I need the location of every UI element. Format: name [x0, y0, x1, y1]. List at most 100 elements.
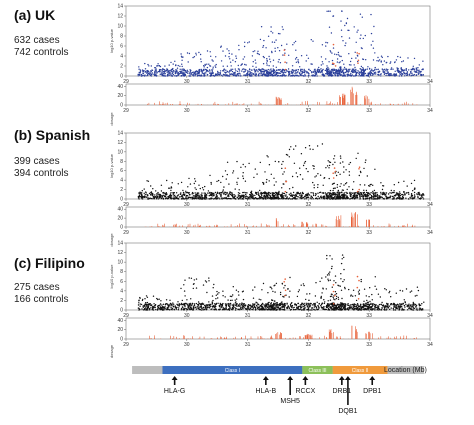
data-point: [345, 182, 348, 184]
data-point: [297, 302, 300, 305]
data-point: [257, 191, 259, 193]
data-point: [327, 73, 330, 75]
data-point: [180, 53, 182, 55]
data-point: [262, 63, 265, 65]
data-point: [185, 308, 188, 310]
data-point: [331, 192, 334, 194]
data-point: [387, 193, 390, 195]
data-point: [313, 184, 315, 186]
data-point: [163, 306, 166, 309]
data-point: [251, 305, 254, 308]
data-point: [349, 68, 351, 71]
data-point: [139, 73, 141, 75]
data-point: [272, 65, 274, 67]
data-point: [301, 70, 304, 73]
data-point: [210, 72, 212, 74]
data-point: [291, 65, 294, 67]
data-point: [371, 74, 374, 76]
data-point: [411, 196, 413, 198]
data-point: [237, 74, 239, 76]
data-point: [257, 193, 259, 195]
data-point: [297, 196, 299, 198]
data-point: [307, 75, 309, 77]
data-point: [208, 280, 210, 282]
data-point: [251, 55, 254, 57]
data-point: [274, 302, 276, 304]
data-point: [387, 68, 389, 71]
data-point: [172, 72, 174, 74]
data-point: [193, 71, 195, 73]
data-point: [376, 68, 378, 71]
data-point: [269, 286, 271, 288]
data-point: [282, 28, 284, 31]
data-point: [181, 72, 183, 75]
data-point: [352, 71, 354, 74]
data-point: [234, 195, 237, 197]
data-point: [372, 196, 375, 198]
data-point: [331, 68, 333, 71]
data-point: [183, 304, 186, 306]
data-point: [392, 191, 394, 194]
data-point: [328, 69, 330, 72]
data-point: [137, 197, 140, 199]
data-point: [329, 192, 331, 195]
data-point: [233, 196, 235, 199]
data-point: [277, 192, 279, 195]
data-point: [266, 71, 269, 73]
highlight-point: [358, 52, 360, 55]
x-tick-label: 33: [366, 313, 372, 319]
data-point: [291, 175, 294, 178]
data-point: [309, 302, 311, 305]
data-point: [186, 69, 189, 72]
data-point: [158, 305, 160, 307]
data-point: [274, 309, 276, 311]
data-point: [285, 71, 287, 74]
data-point: [211, 195, 214, 197]
data-point: [338, 285, 340, 287]
y-axis-label: log10 p-value: [109, 264, 114, 289]
data-point: [181, 197, 183, 200]
data-point: [222, 192, 224, 194]
data-point: [342, 40, 344, 42]
data-point: [347, 72, 349, 74]
data-point: [191, 303, 193, 305]
data-point: [260, 74, 262, 76]
data-point: [253, 303, 256, 306]
data-point: [314, 302, 316, 305]
data-point: [229, 299, 232, 302]
data-point: [235, 305, 237, 307]
data-point: [269, 74, 271, 77]
data-point: [183, 192, 185, 194]
data-point: [206, 198, 208, 200]
data-point: [374, 71, 377, 74]
data-point: [340, 29, 343, 31]
data-point: [189, 307, 191, 309]
data-point: [255, 62, 257, 64]
data-point: [207, 190, 210, 192]
data-point: [278, 307, 281, 310]
y-tick-label: 14: [117, 4, 123, 10]
data-point: [267, 309, 269, 311]
data-point: [348, 186, 350, 188]
data-point: [364, 161, 366, 164]
data-point: [144, 62, 146, 65]
data-point: [260, 299, 262, 301]
data-point: [194, 70, 197, 73]
data-point: [342, 72, 345, 74]
data-point: [244, 180, 247, 182]
data-point: [247, 306, 249, 308]
data-point: [238, 305, 240, 308]
data-point: [224, 307, 226, 310]
data-point: [288, 74, 290, 76]
data-point: [253, 198, 255, 200]
data-point: [306, 196, 308, 199]
data-point: [272, 71, 275, 73]
data-point: [186, 303, 188, 305]
data-point: [174, 72, 177, 75]
data-point: [244, 166, 247, 168]
data-point: [220, 45, 222, 47]
data-point: [340, 183, 342, 185]
data-point: [255, 75, 257, 77]
data-point: [314, 309, 316, 311]
data-point: [394, 73, 397, 76]
